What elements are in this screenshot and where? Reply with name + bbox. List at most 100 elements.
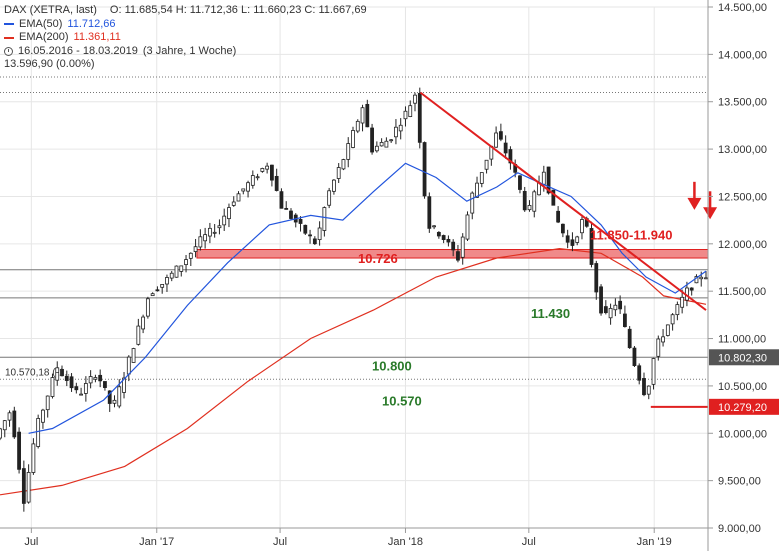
candle-up — [527, 205, 532, 211]
candle-down — [69, 376, 74, 389]
candle-down — [64, 375, 69, 381]
candle-up — [646, 385, 651, 395]
price-badge — [709, 398, 779, 415]
candle-up — [2, 420, 7, 431]
candle-down — [422, 142, 427, 197]
candle-up — [231, 201, 236, 206]
trendline-layer — [419, 91, 707, 311]
candle-up — [384, 140, 389, 148]
candle-down — [599, 286, 603, 314]
date-range: 16.05.2016 - 18.03.2019 — [18, 44, 138, 57]
price-badge — [709, 349, 779, 366]
candle-up — [236, 193, 241, 202]
candle-down — [370, 127, 374, 153]
candle-up — [651, 358, 656, 385]
y-tick-label: 11.000,00 — [718, 334, 766, 346]
candle-down — [298, 219, 303, 224]
low-marker-label: 10.570,18 (-1... — [5, 367, 73, 378]
candle-up — [532, 191, 537, 212]
ema50-label: EMA(50) — [19, 17, 63, 30]
candle-down — [365, 103, 370, 128]
candle-up — [241, 188, 246, 192]
clock-icon — [4, 46, 13, 56]
candle-down — [627, 328, 632, 349]
candle-down — [103, 381, 107, 388]
candle-up — [317, 227, 322, 241]
candle-down — [456, 251, 460, 261]
annotations-layer: 11.850-11.940 10.726 11.430 10.800 10.570 10.… — [5, 181, 718, 408]
candle-up — [227, 207, 231, 220]
candle-up — [131, 348, 136, 363]
instrument-name: DAX (XETRA, last) — [4, 4, 97, 16]
candle-up — [246, 182, 250, 192]
candle-up — [704, 277, 708, 280]
y-tick-label: 9.000,00 — [718, 523, 761, 535]
candle-down — [508, 149, 513, 164]
candle-up — [351, 130, 355, 148]
candle-up — [661, 336, 665, 343]
candle-up — [408, 105, 413, 117]
x-tick-label: Jul — [273, 536, 287, 548]
candle-up — [184, 259, 188, 266]
candle-down — [417, 93, 422, 143]
x-tick-label: Jul — [522, 536, 536, 548]
candle-up — [41, 409, 45, 423]
candle-up — [260, 168, 265, 172]
level-label: 10.726 — [358, 251, 398, 266]
candle-up — [141, 316, 146, 330]
candle-down — [546, 166, 551, 194]
candle-up — [656, 338, 661, 357]
candle-down — [308, 234, 312, 237]
candle-up — [150, 293, 155, 297]
candle-down — [570, 239, 575, 246]
candle-up — [479, 172, 484, 184]
candle-up — [475, 182, 479, 198]
candle-up — [193, 246, 198, 252]
candle-up — [341, 159, 346, 170]
ema200-swatch — [4, 36, 14, 39]
candle-down — [637, 365, 642, 381]
candle-down — [17, 431, 21, 470]
candle-down — [284, 207, 289, 210]
candle-down — [689, 287, 694, 291]
candle-down — [603, 306, 608, 314]
candle-up — [389, 139, 394, 142]
candle-up — [374, 145, 379, 152]
candle-up — [470, 192, 475, 214]
legend-ema50-row[interactable]: EMA(50) 11.712,66 — [4, 18, 367, 32]
candle-up — [126, 356, 131, 375]
candle-up — [394, 126, 398, 138]
candle-down — [303, 224, 308, 234]
candle-down — [289, 210, 293, 219]
down-arrow-icon — [703, 191, 718, 220]
candle-down — [274, 175, 279, 191]
candle-up — [88, 376, 93, 384]
candle-up — [327, 190, 332, 206]
candle-up — [460, 236, 465, 258]
y-tick-label: 10.500,00 — [718, 381, 767, 393]
candle-up — [222, 215, 227, 226]
legend-ema200-row[interactable]: EMA(200) 11.361,11 — [4, 31, 367, 45]
y-tick-label: 12.500,00 — [718, 191, 767, 203]
candle-up — [169, 272, 174, 279]
y-tick-label: 14.500,00 — [718, 2, 767, 14]
y-tick-label: 10.000,00 — [718, 428, 767, 440]
candle-down — [98, 374, 103, 382]
candle-up — [203, 234, 208, 242]
candle-down — [642, 378, 646, 396]
candle-up — [398, 124, 403, 132]
candle-down — [427, 196, 432, 229]
candle-up — [179, 265, 184, 272]
candle-down — [270, 164, 274, 181]
candle-up — [31, 443, 36, 473]
candle-up — [432, 225, 436, 228]
ema200-label: EMA(200) — [19, 31, 69, 43]
candle-up — [145, 298, 150, 317]
candle-down — [522, 190, 527, 211]
candle-up — [379, 142, 384, 147]
candle-down — [446, 238, 451, 243]
candle-up — [188, 252, 193, 259]
level-label: 10.800 — [372, 358, 412, 373]
down-arrow-icon — [687, 181, 702, 210]
